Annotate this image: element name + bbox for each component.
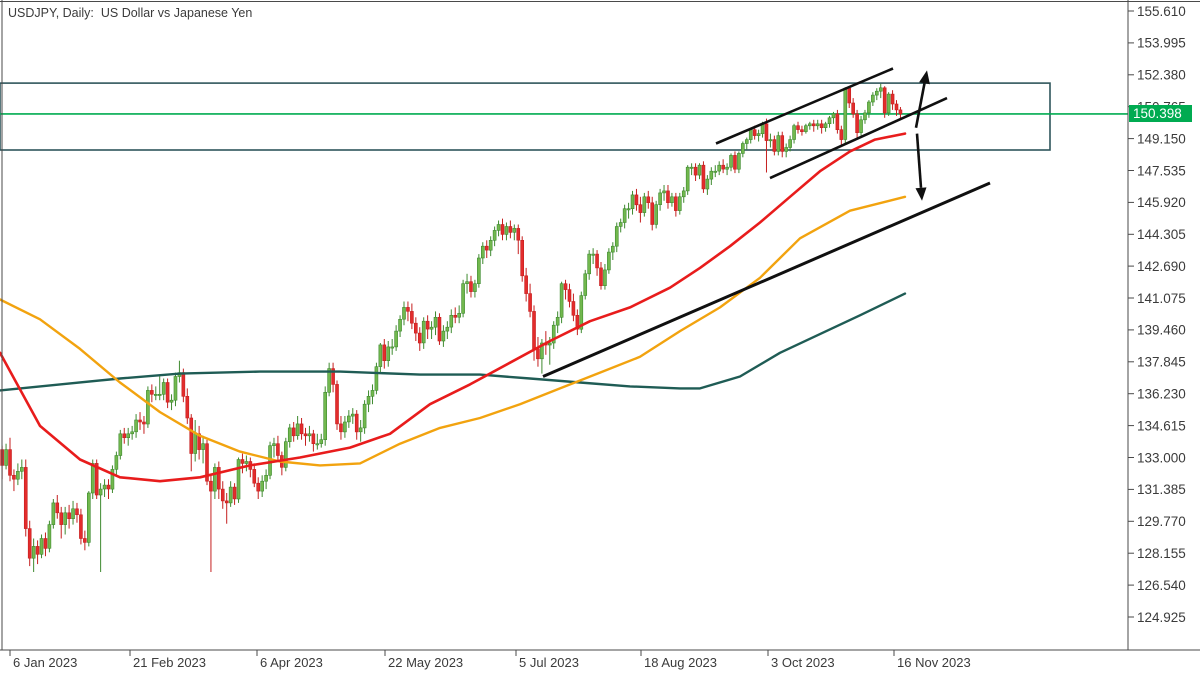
price-label: 145.920 [1137,195,1186,210]
current-price-badge: 150.398 [1129,105,1192,122]
price-label: 136.230 [1137,387,1186,402]
price-label: 144.305 [1137,227,1186,242]
price-label: 141.075 [1137,291,1186,306]
date-label: 6 Jan 2023 [13,655,77,670]
date-label: 6 Apr 2023 [260,655,323,670]
date-label: 16 Nov 2023 [897,655,971,670]
price-axis[interactable]: 155.610153.995152.380150.765149.150147.5… [1128,4,1186,625]
price-label: 142.690 [1137,259,1186,274]
price-label: 152.380 [1137,68,1186,83]
date-label: 3 Oct 2023 [771,655,835,670]
price-label: 128.155 [1137,546,1186,561]
date-label: 21 Feb 2023 [133,655,206,670]
price-label: 134.615 [1137,418,1186,433]
trendline-channel-lower[interactable] [769,96,948,180]
range-rectangle[interactable] [0,82,1051,151]
date-label: 22 May 2023 [388,655,463,670]
chart-title: USDJPY, Daily: US Dollar vs Japanese Yen [8,6,253,20]
price-label: 133.000 [1137,450,1186,465]
price-label: 153.995 [1137,36,1186,51]
date-label: 5 Jul 2023 [519,655,579,670]
trendline-support-long[interactable] [542,181,991,378]
trendline-channel-upper[interactable] [715,67,894,145]
price-label: 129.770 [1137,514,1186,529]
price-label: 137.845 [1137,355,1186,370]
ma-slow-teal[interactable] [0,292,907,392]
price-label: 149.150 [1137,131,1186,146]
price-label: 155.610 [1137,4,1186,19]
price-label: 124.925 [1137,610,1186,625]
candles-layer [0,83,903,572]
chart-frame [0,0,1200,651]
date-label: 18 Aug 2023 [644,655,717,670]
price-label: 139.460 [1137,323,1186,338]
price-label: 126.540 [1137,578,1186,593]
price-label: 147.535 [1137,163,1186,178]
time-axis[interactable]: 6 Jan 2023 21 Feb 2023 6 Apr 2023 22 May 20… [9,650,971,670]
arrow-up[interactable] [914,70,930,128]
price-label: 131.385 [1137,482,1186,497]
arrow-down[interactable] [915,133,927,201]
ma-medium-orange[interactable] [0,195,907,467]
ma-fast-red[interactable] [0,132,907,483]
